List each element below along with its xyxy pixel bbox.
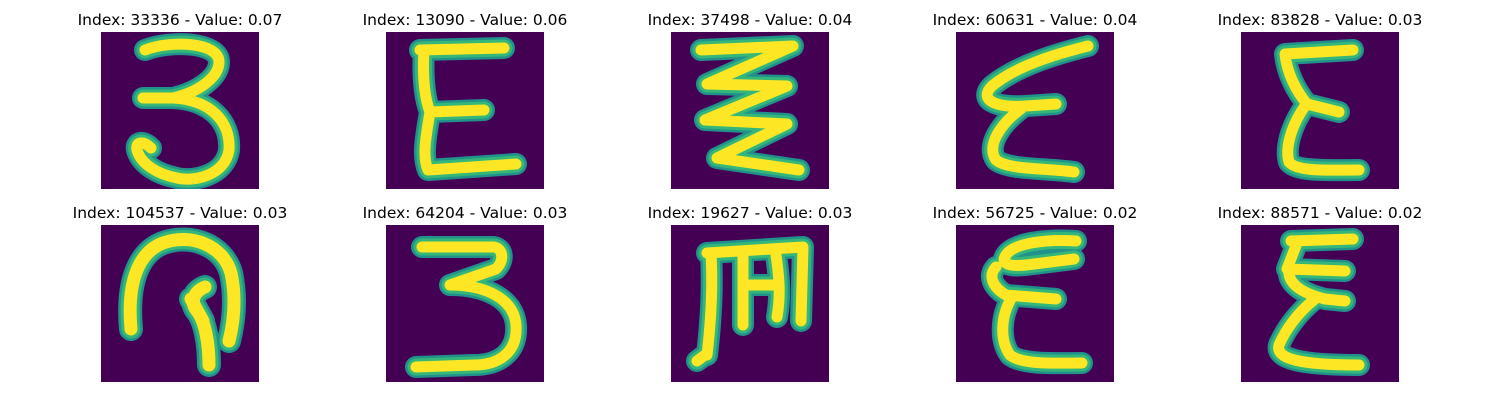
panel-title: Index: 83828 - Value: 0.03 [1217,11,1423,29]
digit-image [1241,225,1399,382]
digit-image [386,32,544,189]
three-shape-glyph [405,236,528,378]
sample-panel: Index: 88571 - Value: 0.02 [1175,202,1465,392]
panel-title: Index: 56725 - Value: 0.02 [932,204,1138,222]
digit-image [956,32,1114,189]
sample-panel: Index: 56725 - Value: 0.02 [890,202,1180,392]
panel-title: Index: 13090 - Value: 0.06 [362,11,568,29]
sigma-epsilon-shape-glyph [1267,228,1370,376]
panel-title: Index: 104537 - Value: 0.03 [72,204,288,222]
panel-title: Index: 64204 - Value: 0.03 [362,204,568,222]
panel-title: Index: 19627 - Value: 0.03 [647,204,853,222]
m-shape-glyph [686,236,814,372]
sample-panel: Index: 64204 - Value: 0.03 [320,202,610,392]
panel-title: Index: 37498 - Value: 0.04 [647,11,853,29]
epsilon-shape-glyph [409,37,527,181]
digit-image [386,225,544,382]
epsilon-shape-glyph [1274,39,1370,182]
digit-image [1241,32,1399,189]
panel-title: Index: 60631 - Value: 0.04 [932,11,1138,29]
panel-title: Index: 88571 - Value: 0.02 [1217,204,1423,222]
digit-image [101,225,259,382]
three-shape-glyph [125,33,241,189]
epsilon-shape-glyph [980,229,1093,375]
digit-image [671,32,829,189]
panel-title: Index: 33336 - Value: 0.07 [77,11,283,29]
sample-panel: Index: 83828 - Value: 0.03 [1175,9,1465,199]
sample-panel: Index: 13090 - Value: 0.06 [320,9,610,199]
sample-panel: Index: 19627 - Value: 0.03 [605,202,895,392]
digit-image [101,32,259,189]
hook-shape-glyph [118,227,247,377]
sample-panel: Index: 37498 - Value: 0.04 [605,9,895,199]
slanted-epsilon-shape-glyph [976,35,1099,183]
sample-panel: Index: 60631 - Value: 0.04 [890,9,1180,199]
digit-image [956,225,1114,382]
sample-panel: Index: 33336 - Value: 0.07 [35,9,325,199]
digit-image [671,225,829,382]
zigzag-shape-glyph [690,35,810,181]
sample-panel: Index: 104537 - Value: 0.03 [35,202,325,392]
